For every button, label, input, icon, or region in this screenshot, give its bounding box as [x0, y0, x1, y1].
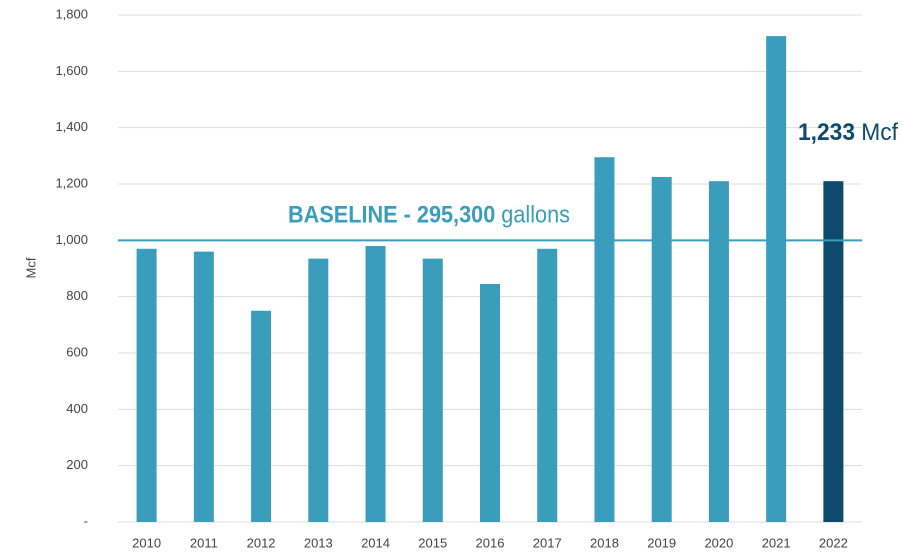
bar — [708, 181, 729, 522]
y-tick-label: 1,200 — [55, 175, 88, 190]
bar — [537, 248, 558, 523]
y-tick-label: 800 — [66, 288, 88, 303]
y-tick-label: 1,400 — [55, 119, 88, 134]
bar — [251, 310, 272, 522]
x-tick-label: 2012 — [247, 535, 276, 550]
bar — [136, 248, 157, 523]
y-tick-label: 1,000 — [55, 232, 88, 247]
bar — [651, 176, 672, 523]
y-tick-label: 1,600 — [55, 63, 88, 78]
bar — [308, 258, 329, 522]
x-tick-label: 2019 — [647, 535, 676, 550]
baseline-title: BASELINE - 295,300 — [288, 202, 495, 229]
y-tick-label: - — [84, 513, 88, 528]
baseline-label: BASELINE - 295,300 gallons — [288, 202, 570, 229]
y-tick-label: 1,800 — [55, 6, 88, 21]
x-tick-label: 2022 — [819, 535, 848, 550]
x-tick-label: 2015 — [418, 535, 447, 550]
baseline-unit: gallons — [501, 202, 570, 229]
bar — [422, 258, 443, 522]
x-tick-label: 2017 — [533, 535, 562, 550]
x-tick-label: 2013 — [304, 535, 333, 550]
annotation-unit: Mcf — [861, 119, 898, 146]
y-axis-label: Mcf — [23, 257, 38, 278]
y-tick-label: 400 — [66, 401, 88, 416]
bar — [823, 181, 844, 522]
x-tick-label: 2011 — [190, 535, 218, 550]
bar — [480, 283, 500, 522]
bar — [766, 36, 787, 522]
x-tick-label: 2014 — [361, 535, 390, 550]
bar — [365, 245, 386, 522]
x-tick-label: 2018 — [590, 535, 619, 550]
y-tick-label: 200 — [66, 457, 88, 472]
y-tick-label: 600 — [66, 344, 88, 359]
x-tick-label: 2021 — [762, 535, 791, 550]
annotation: 1,233 Mcf — [798, 119, 898, 146]
x-tick-label: 2016 — [476, 535, 505, 550]
bar — [193, 251, 214, 522]
bar — [594, 157, 615, 522]
x-tick-label: 2020 — [704, 535, 733, 550]
annotation-value: 1,233 — [798, 119, 855, 146]
x-tick-label: 2010 — [132, 535, 161, 550]
